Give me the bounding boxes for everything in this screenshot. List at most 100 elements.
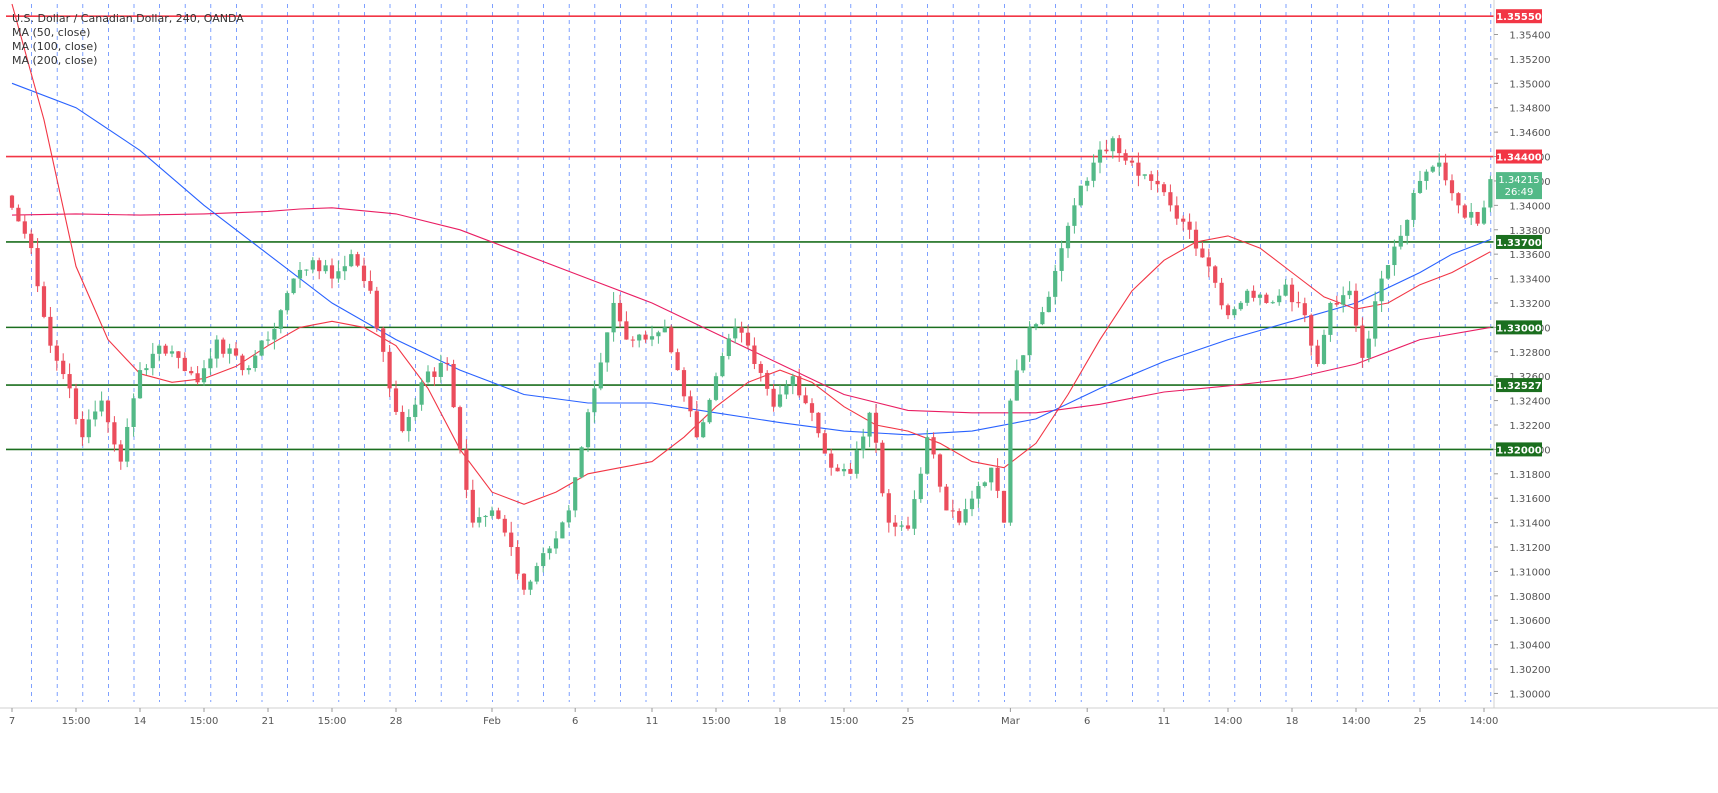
candle-body [1481,207,1487,224]
candle-body [643,334,648,340]
candle-body [1398,235,1403,247]
candle [605,332,610,372]
candle-body [1219,282,1224,306]
candle-body [278,310,283,329]
candle [1085,177,1090,192]
time-tick-label: 14:00 [1342,716,1371,727]
candle-body [1321,334,1327,364]
ma200-line [11,207,1491,414]
price-tick-label: 1.30800 [1509,592,1550,603]
candle [1117,134,1122,162]
candle-body [720,356,725,377]
candle [253,350,258,372]
candle-body [509,532,514,548]
candle [624,311,629,340]
candle-body [963,509,968,523]
candle-body [355,254,360,266]
candle-body [1411,192,1416,220]
candle [86,409,91,444]
price-axis: 1.35400 1.35200 1.35000 1.34800 1.34600 1.344… [1493,0,1551,708]
candle-body [822,433,827,454]
candle-body [438,362,443,377]
candle [509,521,514,556]
candle-body [349,254,354,267]
time-tick-label: 18 [1286,716,1299,727]
candle [304,269,309,276]
candle [1456,192,1461,214]
candle [355,251,360,268]
price-tick-label: 1.32800 [1509,348,1550,359]
candle-body [419,382,424,405]
candle-body [1475,211,1480,224]
candle [553,531,559,554]
candle [336,260,341,283]
chart-title: U.S. Dollar / Canadian Dollar, 240, OAND… [12,12,244,25]
candle-body [541,553,546,567]
candle [1424,169,1429,190]
candle-body [387,351,392,389]
candle-body [886,493,891,523]
candle [541,547,546,573]
candle [848,463,853,474]
candle-body [1251,290,1256,298]
time-tick-label: 15:00 [190,716,219,727]
candle [726,333,731,360]
level-price-label: 1.32527 [1496,381,1542,392]
candle [464,439,469,499]
candle [829,448,834,476]
candle [1142,174,1147,180]
candle-body [118,444,123,462]
candle [1200,241,1205,258]
candle-body [1341,295,1346,305]
candle [1008,398,1013,526]
candle-body [573,477,578,511]
candle [1021,354,1026,373]
candle-body [1161,184,1167,193]
candle-body [1168,192,1173,206]
candle-body [1149,174,1154,181]
candle [1443,153,1448,186]
candle [1283,279,1288,297]
price-tick-label: 1.35000 [1509,79,1550,90]
candle [1161,181,1167,196]
candle-body [29,233,34,249]
candle-body [624,321,629,340]
candle [1264,292,1269,304]
candle-body [1347,290,1352,296]
candle [1110,136,1115,159]
candle-body [464,449,469,490]
candle [777,384,783,408]
candle [547,546,552,560]
legend-ma100: MA (100, close) [12,40,98,53]
candle [1027,321,1032,362]
candle-body [144,368,149,371]
candle-body [227,348,232,354]
candle [886,488,891,533]
candle-body [1097,149,1103,163]
candle-body [310,260,315,270]
candle [630,336,635,348]
candle [349,249,354,268]
candle [1245,288,1250,306]
price-tick-label: 1.33600 [1509,250,1550,261]
candle-body [496,510,501,519]
legend-ma50: MA (50, close) [12,26,91,39]
candle-body [1469,211,1474,218]
candle-body [54,345,59,361]
candle-body [1200,248,1205,258]
candle-body [329,265,335,279]
candle [137,362,143,399]
candle-body [393,388,399,412]
candle [809,398,815,422]
candle [451,359,456,409]
candle [342,255,347,281]
candle [694,400,699,439]
candle [195,366,200,385]
candle-body [137,370,143,399]
candle [528,579,533,596]
candle [1033,322,1039,331]
candle [1232,306,1237,318]
candle-body [457,407,463,450]
